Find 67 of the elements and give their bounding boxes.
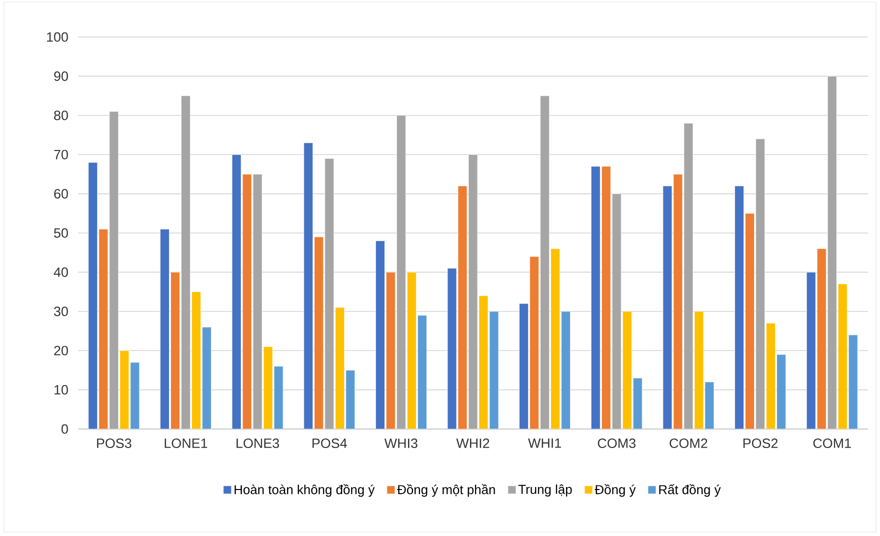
bar	[396, 115, 406, 429]
y-tick-label: 100	[47, 32, 68, 42]
x-tick-label: COM3	[598, 438, 636, 448]
y-tick-label: 0	[62, 424, 68, 434]
bar	[417, 315, 427, 429]
bar	[816, 248, 826, 429]
y-tick-label: 20	[54, 346, 68, 356]
x-tick-label: LONE3	[236, 438, 280, 448]
bar	[745, 213, 754, 429]
bar	[160, 228, 170, 429]
bar	[304, 142, 314, 429]
bar	[848, 334, 858, 429]
bar	[734, 186, 744, 429]
y-tick-label: 50	[54, 228, 68, 238]
y-tick-label: 30	[54, 306, 68, 316]
bar	[130, 362, 140, 429]
legend-label: Đồng ý	[594, 484, 636, 497]
bar	[622, 311, 632, 429]
legend-label: Trung lập	[518, 484, 572, 497]
bar	[756, 138, 765, 429]
y-tick-label: 80	[54, 110, 68, 120]
x-tick-label: WHI1	[528, 438, 561, 448]
x-tick-label: POS2	[743, 438, 778, 448]
bar	[88, 162, 98, 429]
legend-label: Hoàn toàn không đồng ý	[234, 484, 375, 497]
bar	[632, 378, 642, 429]
x-tick-label: POS3	[97, 438, 132, 448]
bar	[386, 272, 396, 429]
bar	[324, 158, 334, 429]
bar	[827, 76, 837, 429]
bar	[530, 256, 540, 429]
bar	[838, 284, 848, 429]
bar	[406, 272, 416, 429]
bar	[346, 370, 356, 429]
legend-label: Rất đồng ý	[659, 484, 721, 497]
y-tick-label: 10	[54, 385, 68, 395]
bar	[314, 236, 324, 429]
bar	[540, 96, 550, 429]
bar	[170, 272, 180, 429]
bar	[335, 307, 345, 429]
y-tick-label: 60	[54, 189, 68, 199]
bar	[601, 166, 611, 429]
x-tick-label: WHI2	[456, 438, 490, 448]
bar	[550, 248, 560, 429]
y-tick-label: 70	[54, 150, 68, 160]
x-tick-label: LONE1	[164, 438, 208, 448]
x-tick-label: COM1	[813, 438, 851, 448]
bar	[202, 326, 212, 429]
bar	[561, 311, 571, 429]
x-tick-label: COM2	[670, 438, 708, 448]
bar	[109, 111, 119, 429]
bar	[181, 96, 190, 429]
y-tick-label: 90	[54, 71, 68, 81]
bar	[98, 228, 108, 429]
legend-label: Đồng ý một phần	[397, 484, 495, 497]
bar	[120, 350, 130, 429]
bar	[519, 303, 529, 429]
bar	[375, 240, 385, 429]
bar	[776, 354, 786, 429]
x-tick-label: WHI3	[384, 438, 418, 448]
bar	[192, 292, 201, 429]
bar	[806, 272, 816, 429]
y-tick-label: 40	[54, 267, 68, 277]
x-tick-label: POS4	[312, 438, 347, 448]
bar	[766, 322, 776, 429]
bar	[612, 194, 622, 429]
bar	[590, 166, 600, 429]
